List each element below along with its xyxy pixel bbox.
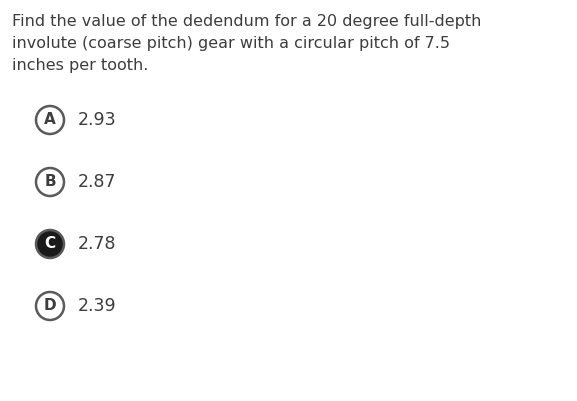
Text: 2.93: 2.93 [78,111,117,129]
Text: 2.87: 2.87 [78,173,117,191]
Ellipse shape [36,230,64,258]
Text: C: C [44,237,55,251]
Text: 2.39: 2.39 [78,297,117,315]
Text: Find the value of the dedendum for a 20 degree full-depth: Find the value of the dedendum for a 20 … [12,14,481,29]
Text: involute (coarse pitch) gear with a circular pitch of 7.5: involute (coarse pitch) gear with a circ… [12,36,450,51]
Text: 2.78: 2.78 [78,235,117,253]
Text: D: D [44,298,57,314]
Text: inches per tooth.: inches per tooth. [12,58,148,73]
Ellipse shape [36,106,64,134]
Ellipse shape [36,168,64,196]
Text: A: A [44,113,56,128]
Ellipse shape [36,292,64,320]
Text: B: B [44,174,56,190]
